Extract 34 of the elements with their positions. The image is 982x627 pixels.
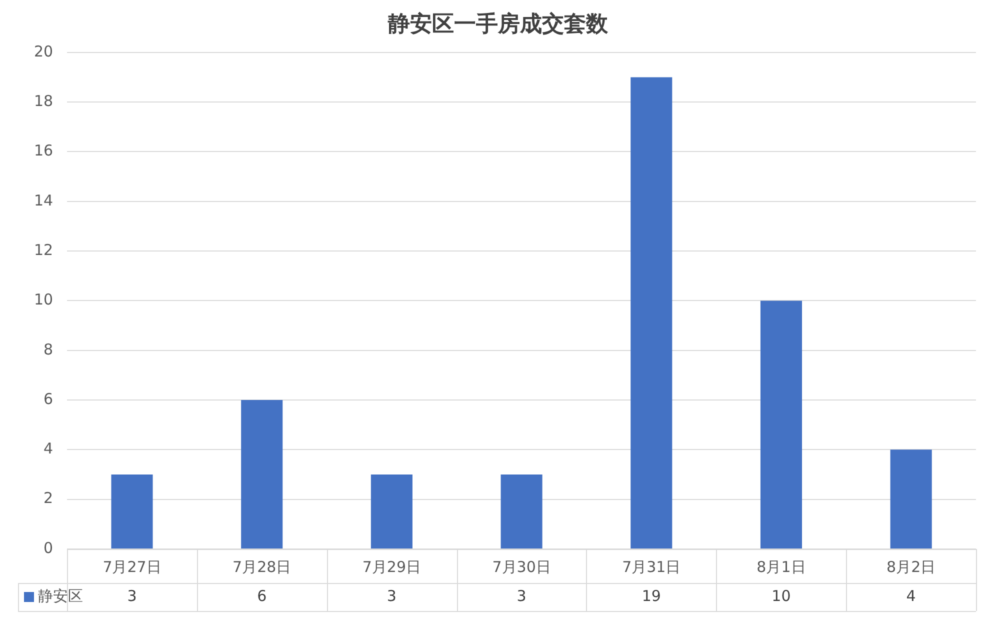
y-tick-label: 12: [34, 240, 54, 259]
data-label: 4: [906, 586, 916, 605]
x-tick-label: 7月31日: [622, 558, 681, 576]
data-label: 10: [772, 586, 791, 605]
data-label: 3: [386, 586, 396, 605]
y-tick-label: 2: [44, 489, 54, 508]
y-tick-label: 6: [44, 390, 54, 408]
bar: [890, 450, 932, 548]
bar: [630, 77, 672, 548]
y-tick-label: 4: [44, 440, 54, 458]
data-label: 6: [257, 586, 267, 605]
bar: [500, 474, 542, 548]
x-tick-label: 7月28日: [232, 558, 292, 576]
x-tick-label: 7月30日: [492, 558, 551, 576]
bar: [241, 400, 283, 548]
y-tick-label: 18: [34, 92, 54, 110]
bar: [370, 474, 412, 548]
y-tick-label: 14: [34, 191, 54, 210]
chart-title: 静安区一手房成交套数: [387, 10, 609, 37]
data-label: 3: [516, 586, 526, 605]
y-tick-label: 20: [34, 42, 54, 60]
x-tick-label: 8月2日: [886, 558, 936, 576]
bar: [111, 474, 153, 548]
y-tick-label: 0: [44, 538, 54, 557]
x-tick-label: 7月27日: [102, 558, 162, 576]
legend-label: 静安区: [38, 586, 83, 605]
x-tick-label: 8月1日: [756, 558, 806, 576]
bar: [760, 300, 802, 548]
data-label: 19: [642, 586, 661, 605]
x-tick-label: 7月29日: [362, 558, 422, 576]
data-label: 3: [127, 586, 137, 605]
y-tick-label: 10: [34, 290, 54, 309]
y-tick-label: 8: [44, 340, 54, 358]
y-tick-label: 16: [34, 142, 54, 160]
